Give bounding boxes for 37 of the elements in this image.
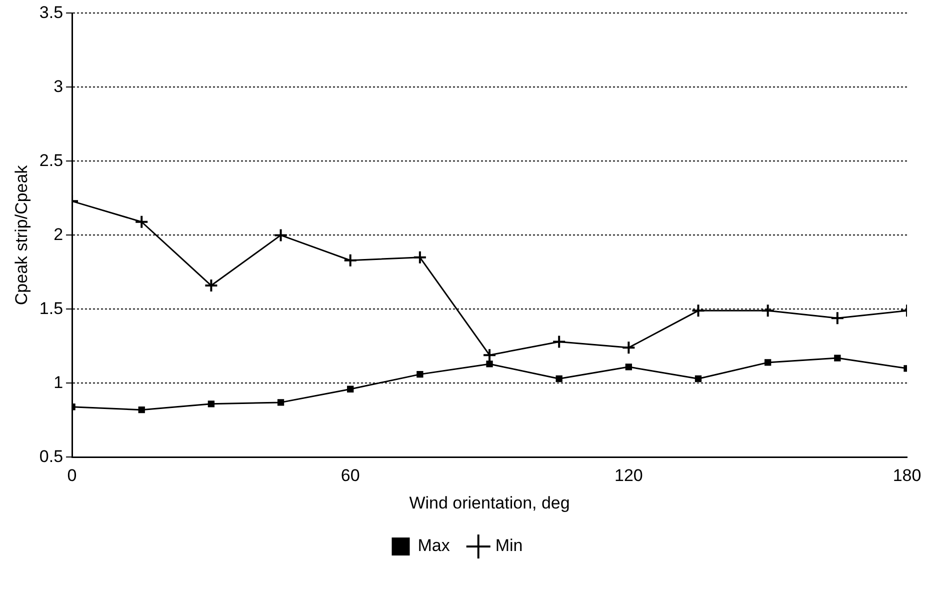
point <box>343 253 358 268</box>
point <box>412 250 427 264</box>
point <box>134 214 149 229</box>
point <box>764 359 772 366</box>
x-tick-label: 60 <box>340 466 360 486</box>
y-tick-label: 2 <box>54 224 64 244</box>
x-tick-label: 0 <box>67 466 77 486</box>
y-tick-label: 2.5 <box>39 150 64 170</box>
point <box>204 278 218 293</box>
point <box>691 304 706 318</box>
point <box>274 228 288 242</box>
point <box>834 354 841 362</box>
point <box>208 400 215 408</box>
point <box>347 386 354 392</box>
y-tick-label: 1.5 <box>39 298 64 318</box>
point <box>830 311 844 326</box>
point <box>625 364 632 370</box>
y-tick-label: 0.5 <box>39 446 64 466</box>
point <box>482 348 497 362</box>
x-axis-title: Wind orientation, deg <box>409 493 570 512</box>
y-tick-label: 1 <box>54 372 64 392</box>
legend-label: Min <box>495 536 523 556</box>
x-tick-label: 120 <box>614 466 643 486</box>
point <box>277 399 284 406</box>
point <box>694 375 702 382</box>
point <box>138 406 145 414</box>
point <box>622 340 636 355</box>
point <box>486 360 493 368</box>
point <box>556 375 562 382</box>
y-tick-label: 3.5 <box>39 2 64 22</box>
y-tick-label: 3 <box>54 76 64 96</box>
legend-label: Max <box>418 536 450 556</box>
x-tick-label: 180 <box>892 466 922 486</box>
point <box>760 304 775 318</box>
y-axis-title: Cpeak strip/Cpeak <box>12 164 31 306</box>
point <box>552 334 566 349</box>
point <box>416 370 424 378</box>
